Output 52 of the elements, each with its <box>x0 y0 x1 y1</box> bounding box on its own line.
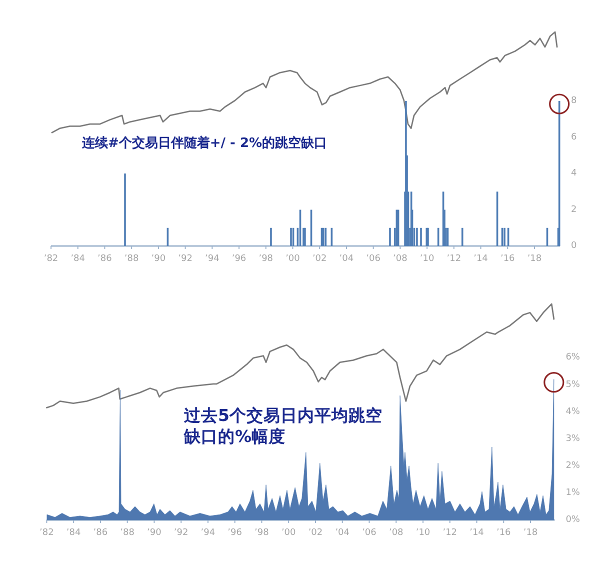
x-tick-label: ’18 <box>527 254 542 264</box>
x-tick-label: ’16 <box>500 254 516 264</box>
x-tick-label: ’84 <box>66 528 81 538</box>
y2-tick-label: 5% <box>566 380 580 390</box>
x-tick-label: ’96 <box>232 254 246 264</box>
x-tick-label: ’14 <box>470 528 484 538</box>
x-tick-label: ’10 <box>420 254 434 264</box>
x-tick-label: ’86 <box>93 528 108 538</box>
y2-tick-label: 0% <box>566 515 580 525</box>
x-tick-label: ’12 <box>442 528 458 538</box>
x-tick-label: ’18 <box>523 528 538 538</box>
x-tick-label: ’90 <box>147 528 162 538</box>
x-tick-label: ’04 <box>335 528 350 538</box>
x-tick-label: ’82 <box>40 528 54 538</box>
annotation: 过去5个交易日内平均跳空缺口的%幅度 <box>184 405 384 448</box>
x-tick-label: ’02 <box>312 254 327 264</box>
y2-tick-label: 3% <box>566 434 580 444</box>
y2-tick-label: 2 <box>571 204 577 215</box>
x-tick-label: ’88 <box>124 254 140 264</box>
x-tick-label: ’08 <box>388 528 404 538</box>
annotation: 连续#个交易日伴随着+/ - 2%的跳空缺口 <box>82 136 328 153</box>
x-tick-label: ’96 <box>228 528 242 538</box>
x-tick-label: ’06 <box>362 528 377 538</box>
x-tick-label: ’08 <box>393 254 408 264</box>
y2-tick-label: 4 <box>571 168 577 178</box>
x-tick-label: ’82 <box>44 254 58 264</box>
x-tick-label: ’94 <box>204 254 220 264</box>
x-tick-label: ’16 <box>496 528 512 538</box>
x-tick-label: ’94 <box>200 528 216 538</box>
y2-tick-label: 8 <box>571 96 577 106</box>
x-tick-label: ’88 <box>120 528 135 538</box>
x-tick-label: ’92 <box>178 254 192 264</box>
x-tick-label: ’98 <box>258 254 274 264</box>
y2-tick-label: 6% <box>566 352 580 363</box>
x-tick-label: ’10 <box>416 528 430 538</box>
x-tick-label: ’02 <box>308 528 323 538</box>
y2-tick-label: 6 <box>571 132 577 142</box>
x-tick-label: ’92 <box>174 528 188 538</box>
x-tick-label: ’00 <box>286 254 300 264</box>
x-tick-label: ’00 <box>281 528 296 538</box>
x-tick-label: ’90 <box>151 254 166 264</box>
y2-tick-label: 2% <box>566 460 580 471</box>
x-tick-label: ’04 <box>339 254 354 264</box>
x-tick-label: ’06 <box>366 254 381 264</box>
x-tick-label: ’84 <box>70 254 86 264</box>
y2-tick-label: 1% <box>566 488 580 498</box>
y2-tick-label: 0 <box>571 241 577 251</box>
x-tick-label: ’86 <box>98 254 112 264</box>
x-tick-label: ’98 <box>254 528 270 538</box>
y2-tick-label: 4% <box>566 406 580 417</box>
x-tick-label: ’14 <box>474 254 488 264</box>
x-tick-label: ’12 <box>446 254 462 264</box>
